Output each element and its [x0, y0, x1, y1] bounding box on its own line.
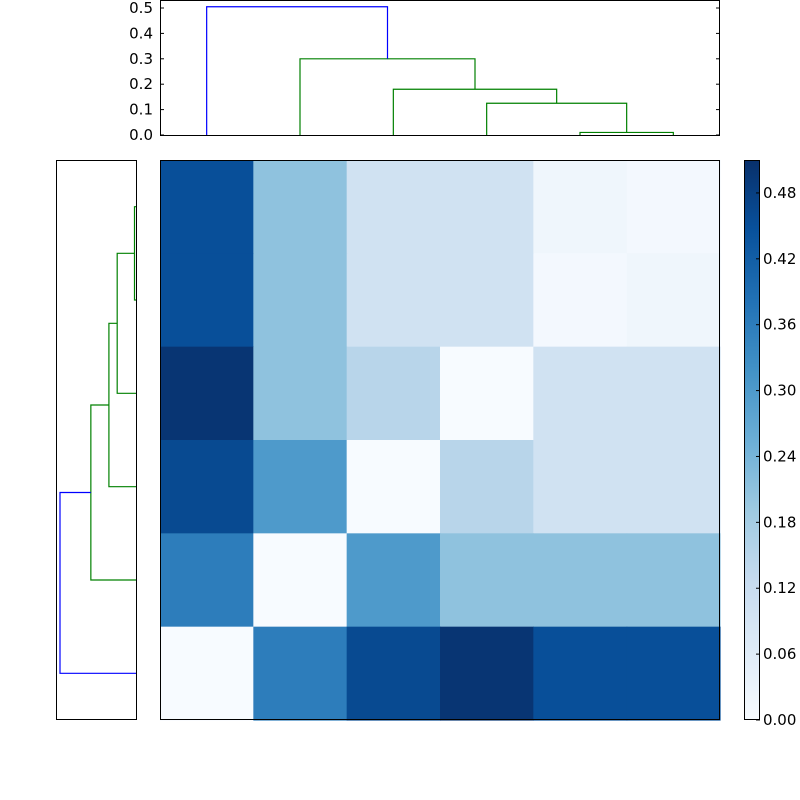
- top-dendrogram-y-axis: 0.0 0.1 0.2 0.3 0.4 0.5: [129, 0, 720, 144]
- heatmap-cell: [533, 533, 628, 628]
- heatmap-cell: [533, 160, 628, 254]
- heatmap-cell: [160, 253, 254, 348]
- heatmap-cell: [160, 440, 254, 534]
- y-tick-label: 0.4: [129, 24, 153, 42]
- left-dendrogram-links: [59, 206, 136, 674]
- heatmap-cell: [440, 440, 534, 534]
- dendrogram-link: [579, 131, 674, 135]
- dendrogram-link: [59, 491, 136, 674]
- colorbar-tick-label: 0.48: [763, 184, 796, 202]
- heatmap: [160, 160, 721, 721]
- heatmap-cell: [253, 160, 348, 254]
- heatmap-cell: [253, 346, 348, 441]
- left-dendrogram-frame: [56, 160, 137, 720]
- colorbar-tick-label: 0.12: [763, 579, 796, 597]
- heatmap-cell: [253, 440, 348, 534]
- heatmap-cell: [626, 533, 721, 628]
- heatmap-cell: [160, 160, 254, 254]
- colorbar-ticks: 0.00 0.06 0.12 0.18 0.24 0.30 0.36 0.42 0.48: [756, 184, 796, 729]
- heatmap-cells: [160, 160, 721, 721]
- heatmap-cell: [626, 626, 721, 721]
- colorbar-tick-label: 0.06: [763, 645, 796, 663]
- heatmap-cell: [533, 440, 628, 534]
- heatmap-cell: [346, 626, 441, 721]
- colorbar-frame: [744, 160, 760, 720]
- heatmap-cell: [160, 533, 254, 628]
- heatmap-cell: [253, 533, 348, 628]
- dendrogram-link: [299, 58, 476, 135]
- dendrogram-link: [108, 322, 136, 488]
- colorbar-tick-label: 0.18: [763, 513, 796, 531]
- dendrogram-link: [486, 102, 628, 135]
- dendrogram-link: [90, 404, 136, 581]
- heatmap-cell: [346, 440, 441, 534]
- y-tick-label: 0.2: [129, 75, 153, 93]
- heatmap-cell: [626, 253, 721, 348]
- heatmap-cell: [440, 626, 534, 721]
- top-dendrogram: 0.0 0.1 0.2 0.3 0.4 0.5: [129, 0, 720, 144]
- heatmap-cell: [160, 626, 254, 721]
- colorbar-tick-label: 0.30: [763, 382, 796, 400]
- heatmap-cell: [440, 160, 534, 254]
- dendrogram-link: [206, 6, 389, 135]
- colorbar-gradient: [744, 160, 760, 720]
- heatmap-cell: [346, 533, 441, 628]
- heatmap-cell: [440, 346, 534, 441]
- dendrogram-link: [392, 88, 558, 135]
- heatmap-cell: [440, 533, 534, 628]
- heatmap-cell: [440, 253, 534, 348]
- heatmap-cell: [160, 346, 254, 441]
- colorbar: 0.00 0.06 0.12 0.18 0.24 0.30 0.36 0.42 0.48: [744, 160, 796, 729]
- colorbar-tick-label: 0.36: [763, 316, 796, 334]
- dendrogram-link: [133, 206, 136, 301]
- heatmap-frame: [160, 160, 720, 720]
- heatmap-cell: [626, 440, 721, 534]
- heatmap-cell: [533, 253, 628, 348]
- top-dendrogram-links: [206, 6, 674, 135]
- heatmap-cell: [533, 346, 628, 441]
- heatmap-cell: [533, 626, 628, 721]
- heatmap-cell: [346, 346, 441, 441]
- heatmap-cell: [253, 253, 348, 348]
- left-dendrogram: [56, 160, 137, 720]
- heatmap-cell: [346, 160, 441, 254]
- heatmap-cell: [253, 626, 348, 721]
- y-tick-label: 0.3: [129, 50, 153, 68]
- top-dendrogram-frame: [160, 0, 720, 136]
- y-tick-label: 0.0: [129, 126, 153, 144]
- colorbar-tick-label: 0.00: [763, 711, 796, 729]
- heatmap-cell: [626, 160, 721, 254]
- dendrogram-link: [116, 252, 136, 394]
- colorbar-tick-label: 0.42: [763, 250, 796, 268]
- heatmap-cell: [346, 253, 441, 348]
- y-tick-label: 0.5: [129, 0, 153, 17]
- colorbar-tick-label: 0.24: [763, 447, 796, 465]
- heatmap-cell: [626, 346, 721, 441]
- y-tick-label: 0.1: [129, 101, 153, 119]
